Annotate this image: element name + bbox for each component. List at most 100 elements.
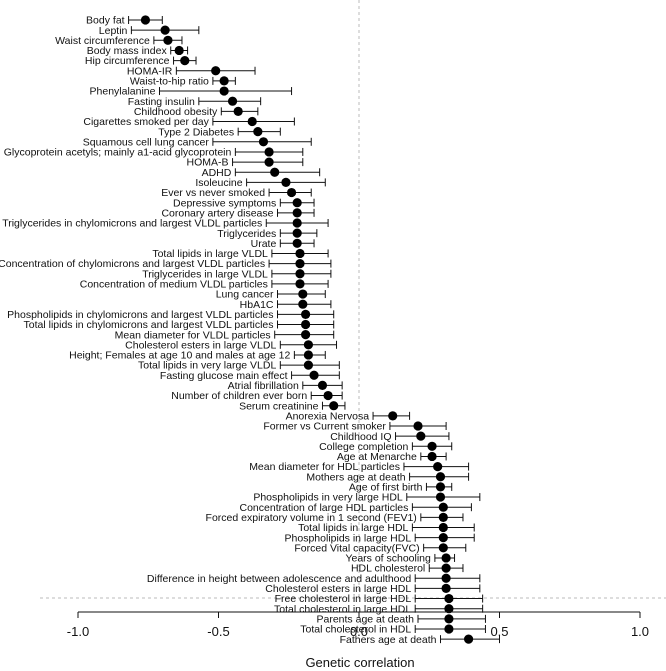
trait-label: Phospholipids in very large HDL — [253, 492, 403, 504]
trait-label: Waist circumference — [55, 35, 150, 47]
trait-label: Cigarettes smoked per day — [83, 116, 209, 128]
x-tick-label: -0.5 — [207, 624, 229, 639]
estimate-point — [438, 522, 448, 533]
estimate-point — [441, 583, 451, 594]
estimate-point — [253, 127, 263, 137]
trait-label: Fathers age at death — [340, 634, 437, 646]
trait-label: Phospholipids in large HDL — [285, 532, 412, 544]
trait-label: Triglycerides in large VLDL — [142, 268, 268, 280]
estimate-point — [292, 208, 302, 218]
estimate-point — [219, 86, 229, 96]
x-axis: -1.0 -0.5 0.0 0.5 1.0 — [67, 611, 649, 639]
trait-label: Total lipids in chylomicrons and largest… — [24, 319, 274, 331]
estimate-point — [140, 15, 151, 25]
estimate-point — [438, 512, 448, 522]
x-tick-label: -1.0 — [67, 624, 89, 639]
estimate-point — [160, 25, 170, 35]
trait-row: Age at Menarche — [337, 451, 447, 463]
trait-label: Anorexia Nervosa — [286, 410, 370, 422]
trait-label: HOMA-B — [187, 157, 229, 169]
trait-label: Phospholipids in chylomicrons and larges… — [7, 309, 273, 321]
trait-label: Number of children ever born — [171, 390, 307, 402]
estimate-point — [435, 472, 446, 482]
estimate-point — [163, 35, 173, 45]
trait-label: Mean diameter for HDL particles — [249, 461, 400, 473]
estimate-point — [441, 553, 451, 563]
trait-row: Total cholesterol in HDL — [300, 624, 486, 636]
estimate-point — [211, 66, 221, 76]
trait-label: Former vs Current smoker — [263, 421, 386, 433]
trait-row: Type 2 Diabetes — [158, 126, 281, 138]
estimate-point — [247, 116, 257, 127]
trait-label: Concentration of medium VLDL particles — [80, 279, 268, 291]
trait-label: Body fat — [86, 15, 125, 27]
trait-label: Mean diameter for VLDL particles — [115, 329, 271, 341]
trait-label: Hip circumference — [85, 55, 170, 67]
trait-row: Height; Females at age 10 and males at a… — [69, 350, 326, 362]
trait-row: Triglycerides in chylomicrons and larges… — [2, 218, 329, 230]
trait-row: Years of schooling — [345, 553, 456, 565]
trait-label: Years of schooling — [345, 553, 431, 565]
trait-row: Number of children ever born — [171, 390, 343, 402]
trait-label: Difference in height between adolescence… — [147, 573, 411, 585]
trait-row: Free cholesterol in large HDL — [275, 593, 484, 605]
estimate-point — [219, 76, 229, 86]
trait-label: Free cholesterol in large HDL — [275, 593, 412, 605]
x-tick-label: 1.0 — [631, 624, 649, 639]
trait-row: Body fat — [86, 15, 163, 27]
trait-row: Waist-to-hip ratio — [130, 76, 236, 88]
estimate-point — [295, 269, 305, 279]
trait-label: Total lipids in very large VLDL — [138, 360, 276, 372]
estimate-point — [329, 401, 339, 411]
trait-label: HbA1C — [240, 299, 274, 311]
trait-label: Fasting insulin — [128, 96, 195, 108]
trait-row: HDL cholesterol — [351, 563, 464, 575]
estimate-point — [295, 279, 305, 289]
estimate-point — [301, 319, 311, 330]
trait-row: Isoleucine — [195, 177, 326, 189]
estimate-point — [427, 451, 437, 462]
trait-row: Parents age at death — [317, 613, 486, 625]
estimate-point — [441, 573, 451, 583]
trait-label: Mothers age at death — [306, 471, 405, 483]
trait-row: Phospholipids in large HDL — [285, 532, 475, 544]
estimate-point — [438, 502, 448, 512]
trait-row: Fathers age at death — [340, 634, 500, 646]
trait-row: Urate — [251, 238, 315, 250]
x-tick-label: 0.5 — [490, 624, 508, 639]
x-axis-title: Genetic correlation — [305, 655, 414, 670]
estimate-point — [309, 370, 319, 380]
trait-row: Triglycerides — [217, 228, 318, 240]
trait-row: Forced expiratory volume in 1 second (FE… — [206, 512, 464, 524]
trait-label: Type 2 Diabetes — [158, 126, 234, 138]
trait-label: HOMA-IR — [127, 65, 173, 77]
trait-row: Hip circumference — [85, 55, 197, 67]
trait-label: Childhood IQ — [330, 431, 391, 443]
trait-label: Total cholesterol in HDL — [300, 624, 411, 636]
trait-label: Fasting glucose main effect — [160, 370, 288, 382]
estimate-point — [301, 330, 311, 340]
trait-row: Coronary artery disease — [161, 207, 315, 219]
estimate-point — [292, 228, 302, 238]
trait-row: Total lipids in very large VLDL — [138, 360, 340, 372]
trait-row: Total lipids in chylomicrons and largest… — [24, 319, 335, 331]
estimate-point — [413, 421, 423, 431]
estimate-point — [444, 604, 454, 614]
trait-row: Squamous cell lung cancer — [83, 136, 312, 148]
estimate-point — [298, 289, 308, 299]
trait-row: Concentration of large HDL particles — [240, 502, 472, 514]
trait-label: Serum creatinine — [239, 400, 319, 412]
trait-row: Atrial fibrillation — [228, 380, 343, 392]
trait-row: HbA1C — [240, 299, 332, 311]
trait-label: Glycoprotein acetyls; mainly a1-acid gly… — [4, 147, 232, 159]
trait-label: HDL cholesterol — [351, 563, 425, 575]
trait-label: College completion — [319, 441, 408, 453]
trait-row: Depressive symptoms — [173, 197, 315, 209]
estimate-point — [233, 106, 243, 116]
trait-label: Atrial fibrillation — [228, 380, 299, 392]
estimate-point — [264, 147, 274, 157]
trait-row: Fasting insulin — [128, 96, 262, 108]
trait-label: ADHD — [202, 167, 232, 179]
estimate-point — [388, 411, 398, 421]
trait-label: Cholesterol esters in large HDL — [265, 583, 411, 595]
